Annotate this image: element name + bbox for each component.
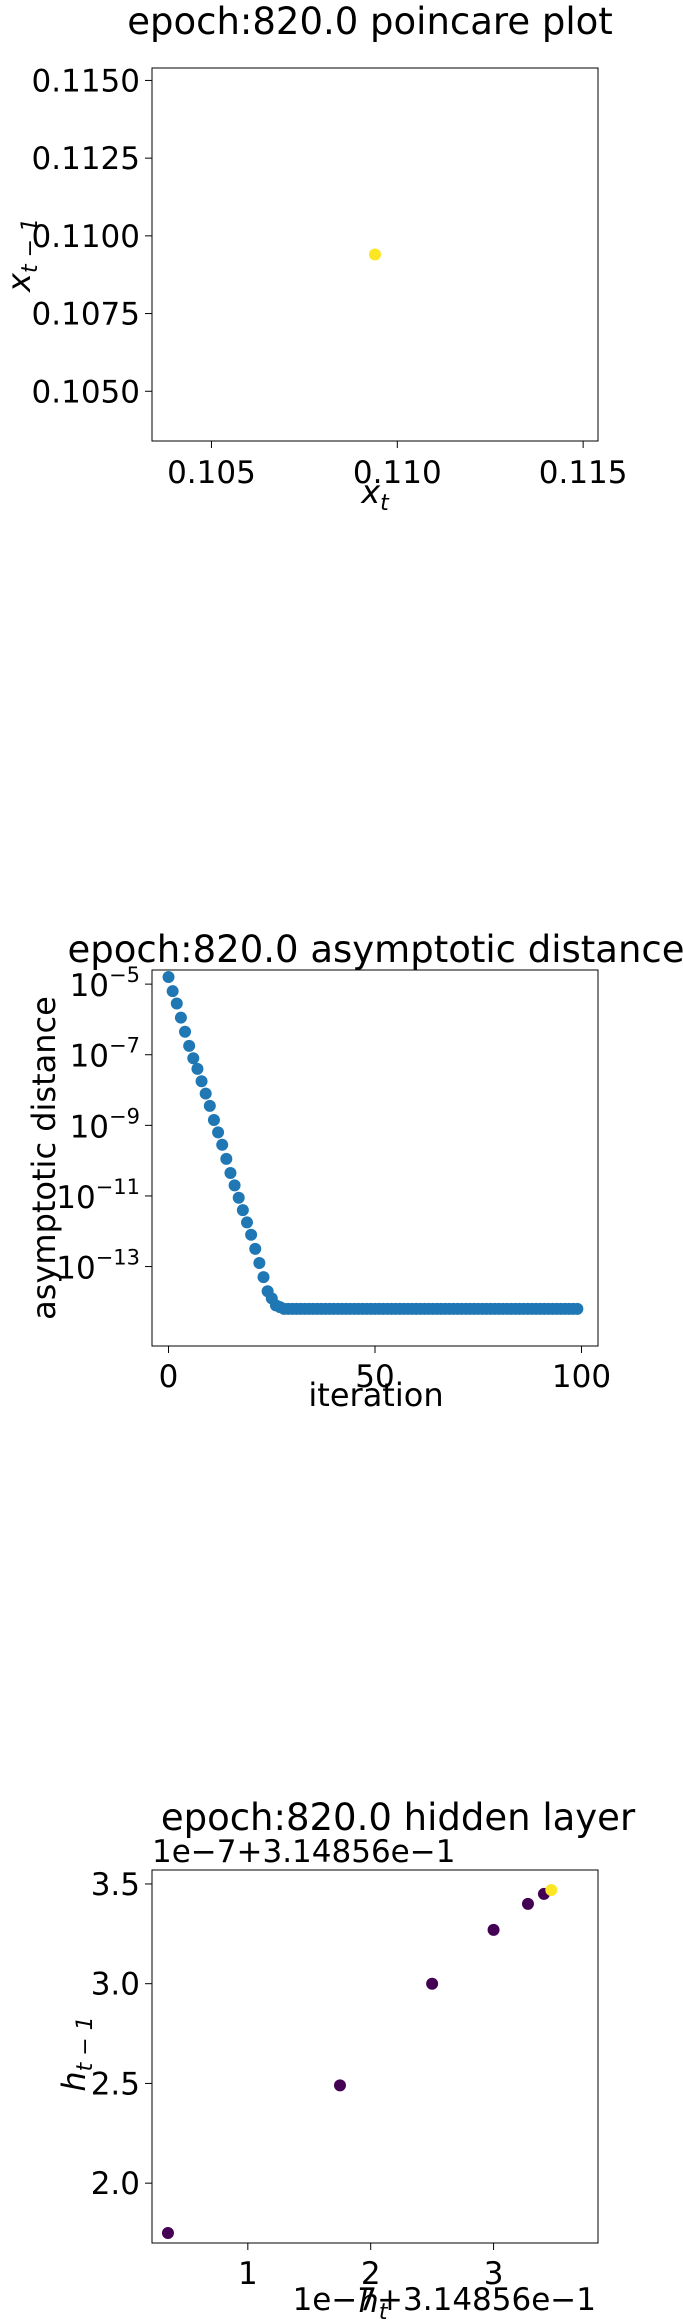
x-tick-label: 2 xyxy=(361,2256,381,2292)
data-point xyxy=(240,1216,253,1229)
data-point xyxy=(216,1138,229,1151)
plot-frame xyxy=(151,1869,599,2244)
asymptotic-distance-chart: epoch:820.0 asymptotic distance 10−5 10−7… xyxy=(0,900,683,1460)
data-point xyxy=(170,997,183,1010)
asymptotic-distance-svg: epoch:820.0 asymptotic distance 10−5 10−7… xyxy=(25,928,683,1414)
data-point xyxy=(207,1114,220,1127)
data-point xyxy=(228,1179,241,1192)
data-point xyxy=(187,1052,200,1065)
y-axis-label: asymptotic distance xyxy=(25,996,63,1320)
chart-title: epoch:820.0 hidden layer xyxy=(161,1796,636,1839)
data-point xyxy=(179,1025,192,1038)
x-tick-label: 1 xyxy=(238,2256,258,2292)
data-point xyxy=(369,248,381,261)
y-tick-label: 0.1125 xyxy=(32,141,140,177)
data-point xyxy=(166,985,179,998)
data-point xyxy=(521,1897,534,1910)
data-point xyxy=(236,1204,249,1217)
x-tick-label: 50 xyxy=(355,1359,394,1395)
x-tick-label: 0.105 xyxy=(167,455,256,491)
y-offset-label: 1e−7+3.14856e−1 xyxy=(152,1834,455,1870)
y-axis-label: xt − 1 xyxy=(0,218,43,293)
data-point xyxy=(212,1126,225,1139)
y-tick-label: 10−13 xyxy=(56,1246,140,1287)
data-point xyxy=(333,2079,346,2092)
data-point xyxy=(426,1977,439,1990)
data-point xyxy=(545,1883,558,1896)
hidden-layer-chart: epoch:820.0 hidden layer 1e−7+3.14856e−1… xyxy=(0,1790,683,2323)
y-tick-label: 3.5 xyxy=(91,1867,140,1903)
data-point xyxy=(203,1099,216,1112)
x-tick-label: 0.110 xyxy=(353,455,442,491)
chart-title: epoch:820.0 asymptotic distance xyxy=(67,928,683,971)
plot-frame xyxy=(151,969,599,1347)
data-point xyxy=(249,1242,262,1255)
data-point xyxy=(195,1075,208,1088)
y-tick-label: 10−9 xyxy=(70,1104,140,1145)
x-axis-label: iteration xyxy=(308,1376,443,1414)
y-tick-label: 0.1075 xyxy=(32,297,140,333)
hidden-layer-svg: epoch:820.0 hidden layer 1e−7+3.14856e−1… xyxy=(55,1796,636,2323)
data-point xyxy=(571,1302,584,1315)
x-tick-label: 3 xyxy=(484,2256,504,2292)
data-point xyxy=(183,1039,196,1052)
data-point xyxy=(232,1191,245,1204)
data-point xyxy=(257,1271,270,1284)
y-tick-label: 0.1050 xyxy=(32,374,140,410)
data-point xyxy=(191,1062,204,1075)
poincare-plot-svg: epoch:820.0 poincare plot 0.1050 0.1075 0.… xyxy=(0,0,628,516)
data-point xyxy=(220,1152,233,1165)
x-tick-label: 0 xyxy=(159,1359,179,1395)
y-tick-label: 0.1150 xyxy=(32,63,140,99)
data-point xyxy=(253,1257,266,1270)
data-point xyxy=(487,1923,500,1936)
y-tick-label: 2.5 xyxy=(91,2066,140,2102)
data-point xyxy=(224,1167,237,1180)
y-tick-label: 0.1100 xyxy=(32,219,140,255)
y-tick-label: 10−7 xyxy=(70,1034,140,1075)
data-point xyxy=(174,1011,187,1024)
x-tick-label: 0.115 xyxy=(539,455,628,491)
data-point xyxy=(162,971,175,984)
x-tick-label: 100 xyxy=(552,1359,611,1395)
data-point xyxy=(199,1087,212,1100)
poincare-chart: epoch:820.0 poincare plot 0.1050 0.1075 0.… xyxy=(0,0,683,560)
y-axis-label: ht − 1 xyxy=(55,2016,98,2091)
y-tick-label: 3.0 xyxy=(91,1967,140,2003)
chart-title: epoch:820.0 poincare plot xyxy=(127,0,613,43)
y-tick-label: 10−11 xyxy=(56,1175,140,1216)
data-point xyxy=(245,1228,258,1241)
y-tick-label: 2.0 xyxy=(91,2166,140,2202)
data-point xyxy=(161,2227,174,2240)
plot-frame xyxy=(151,67,599,442)
y-tick-label: 10−5 xyxy=(70,963,140,1004)
x-offset-label: 1e−7+3.14856e−1 xyxy=(293,2282,596,2318)
